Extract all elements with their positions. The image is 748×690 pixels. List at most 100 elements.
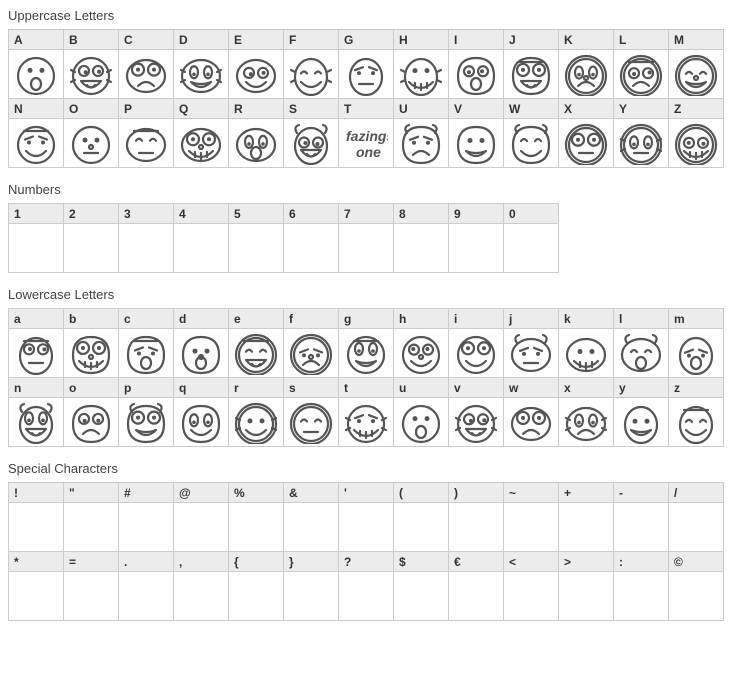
char-cell[interactable]: <: [503, 551, 559, 621]
char-cell[interactable]: (: [393, 482, 449, 552]
char-cell[interactable]: ?: [338, 551, 394, 621]
char-glyph: [9, 50, 63, 98]
char-cell[interactable]: 5: [228, 203, 284, 273]
char-cell[interactable]: :: [613, 551, 669, 621]
char-cell[interactable]: $: [393, 551, 449, 621]
char-cell[interactable]: Y: [613, 98, 669, 168]
char-cell[interactable]: E: [228, 29, 284, 99]
char-cell[interactable]: ": [63, 482, 119, 552]
char-cell[interactable]: V: [448, 98, 504, 168]
char-cell[interactable]: S: [283, 98, 339, 168]
char-cell[interactable]: e: [228, 308, 284, 378]
char-cell[interactable]: d: [173, 308, 229, 378]
char-cell[interactable]: 7: [338, 203, 394, 273]
char-label: h: [394, 309, 448, 329]
char-glyph-empty: [339, 503, 393, 551]
char-cell[interactable]: W: [503, 98, 559, 168]
char-cell[interactable]: m: [668, 308, 724, 378]
char-cell[interactable]: 1: [8, 203, 64, 273]
char-cell[interactable]: %: [228, 482, 284, 552]
char-cell[interactable]: v: [448, 377, 504, 447]
char-cell[interactable]: u: [393, 377, 449, 447]
char-cell[interactable]: O: [63, 98, 119, 168]
char-cell[interactable]: &: [283, 482, 339, 552]
char-cell[interactable]: T fazings one: [338, 98, 394, 168]
char-cell[interactable]: F: [283, 29, 339, 99]
char-cell[interactable]: H: [393, 29, 449, 99]
char-label: K: [559, 30, 613, 50]
char-cell[interactable]: n: [8, 377, 64, 447]
char-cell[interactable]: .: [118, 551, 174, 621]
char-cell[interactable]: @: [173, 482, 229, 552]
char-cell[interactable]: C: [118, 29, 174, 99]
char-cell[interactable]: w: [503, 377, 559, 447]
char-cell[interactable]: B: [63, 29, 119, 99]
char-cell[interactable]: 4: [173, 203, 229, 273]
char-cell[interactable]: l: [613, 308, 669, 378]
char-cell[interactable]: #: [118, 482, 174, 552]
char-cell[interactable]: y: [613, 377, 669, 447]
char-cell[interactable]: c: [118, 308, 174, 378]
char-cell[interactable]: 0: [503, 203, 559, 273]
char-cell[interactable]: M: [668, 29, 724, 99]
char-cell[interactable]: -: [613, 482, 669, 552]
char-cell[interactable]: z: [668, 377, 724, 447]
char-cell[interactable]: k: [558, 308, 614, 378]
char-cell[interactable]: >: [558, 551, 614, 621]
char-cell[interactable]: x: [558, 377, 614, 447]
char-cell[interactable]: ~: [503, 482, 559, 552]
char-cell[interactable]: R: [228, 98, 284, 168]
char-label: !: [9, 483, 63, 503]
char-cell[interactable]: !: [8, 482, 64, 552]
char-cell[interactable]: b: [63, 308, 119, 378]
char-label: F: [284, 30, 338, 50]
char-cell[interactable]: g: [338, 308, 394, 378]
char-cell[interactable]: s: [283, 377, 339, 447]
char-cell[interactable]: {: [228, 551, 284, 621]
char-cell[interactable]: D: [173, 29, 229, 99]
char-cell[interactable]: Q: [173, 98, 229, 168]
char-cell[interactable]: L: [613, 29, 669, 99]
char-cell[interactable]: p: [118, 377, 174, 447]
char-cell[interactable]: P: [118, 98, 174, 168]
char-cell[interactable]: €: [448, 551, 504, 621]
char-cell[interactable]: o: [63, 377, 119, 447]
char-cell[interactable]: K: [558, 29, 614, 99]
char-cell[interactable]: U: [393, 98, 449, 168]
char-label: f: [284, 309, 338, 329]
char-cell[interactable]: +: [558, 482, 614, 552]
char-cell[interactable]: Z: [668, 98, 724, 168]
char-glyph-empty: [559, 503, 613, 551]
char-cell[interactable]: ': [338, 482, 394, 552]
char-cell[interactable]: A: [8, 29, 64, 99]
char-cell[interactable]: q: [173, 377, 229, 447]
char-cell[interactable]: 6: [283, 203, 339, 273]
char-glyph: [284, 50, 338, 98]
char-label: l: [614, 309, 668, 329]
char-cell[interactable]: =: [63, 551, 119, 621]
char-cell[interactable]: J: [503, 29, 559, 99]
char-cell[interactable]: ): [448, 482, 504, 552]
char-cell[interactable]: N: [8, 98, 64, 168]
char-cell[interactable]: X: [558, 98, 614, 168]
char-cell[interactable]: h: [393, 308, 449, 378]
char-cell[interactable]: /: [668, 482, 724, 552]
char-label: Y: [614, 99, 668, 119]
char-cell[interactable]: 3: [118, 203, 174, 273]
char-cell[interactable]: *: [8, 551, 64, 621]
char-cell[interactable]: I: [448, 29, 504, 99]
char-cell[interactable]: j: [503, 308, 559, 378]
char-cell[interactable]: ,: [173, 551, 229, 621]
char-cell[interactable]: f: [283, 308, 339, 378]
char-cell[interactable]: a: [8, 308, 64, 378]
char-cell[interactable]: }: [283, 551, 339, 621]
char-cell[interactable]: t: [338, 377, 394, 447]
char-cell[interactable]: i: [448, 308, 504, 378]
char-label: -: [614, 483, 668, 503]
char-cell[interactable]: G: [338, 29, 394, 99]
char-cell[interactable]: r: [228, 377, 284, 447]
char-cell[interactable]: 9: [448, 203, 504, 273]
char-cell[interactable]: 2: [63, 203, 119, 273]
char-cell[interactable]: ©: [668, 551, 724, 621]
char-cell[interactable]: 8: [393, 203, 449, 273]
